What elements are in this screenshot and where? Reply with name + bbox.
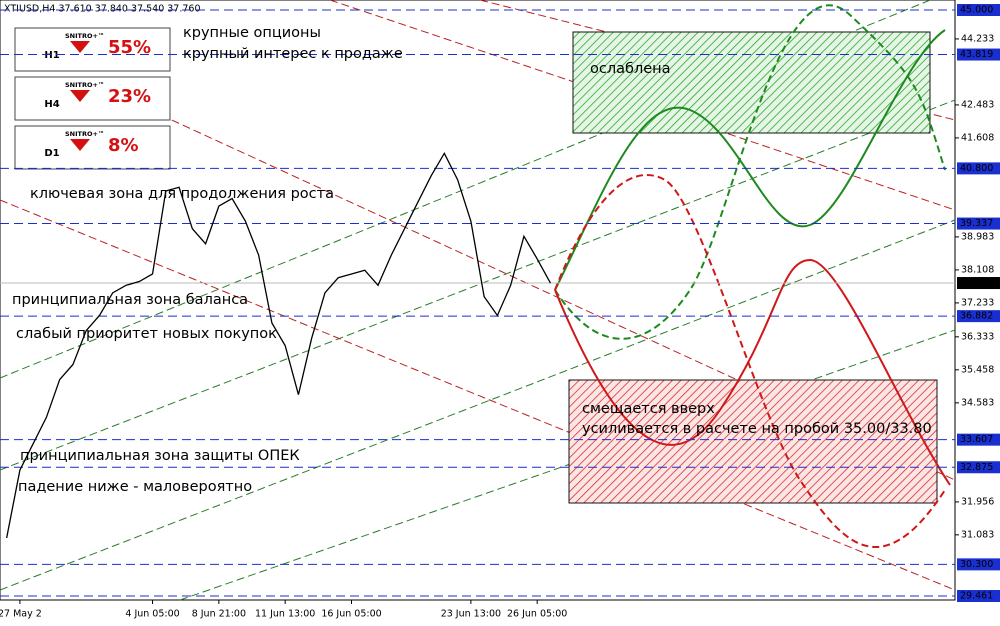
x-tick-label: 27 May 2: [0, 609, 42, 620]
level-label: 32.875: [960, 462, 993, 473]
signal-arrow: [70, 90, 90, 102]
annotation: ключевая зона для продолжения роста: [30, 186, 334, 202]
signal-brand: SNITRO+™: [65, 130, 104, 138]
level-box: [957, 310, 1000, 323]
annotation: принципиальная зона защиты ОПЕК: [20, 448, 300, 464]
level-box: [957, 433, 1000, 446]
x-tick-label: 26 Jun 05:00: [507, 609, 567, 620]
level-label: 29.461: [960, 591, 993, 602]
signal-timeframe: D1: [44, 148, 59, 159]
last-price-box: [957, 277, 1000, 290]
y-tick-label: 36.333: [961, 331, 994, 342]
signal-arrow: [70, 41, 90, 53]
y-tick-label: 37.233: [961, 297, 994, 308]
annotation: крупный интерес к продаже: [183, 46, 403, 62]
level-box: [957, 217, 1000, 230]
annotation: крупные опционы: [183, 25, 321, 41]
chart-title: XTIUSD,H4 37.610 37.840 37.540 37.760: [4, 4, 201, 15]
level-label: 39.337: [960, 218, 993, 229]
level-label: 36.882: [960, 311, 993, 322]
level-box: [957, 4, 1000, 16]
signal-value: 55%: [108, 37, 151, 58]
y-tick-label: 31.083: [961, 529, 994, 540]
annotation: принципиальная зона баланса: [12, 292, 248, 308]
level-box: [957, 48, 1000, 61]
x-tick-label: 11 Jun 13:00: [255, 609, 315, 620]
annotation: слабый приоритет новых покупок: [16, 326, 277, 342]
y-tick-label: 42.483: [961, 99, 994, 110]
level-box: [957, 558, 1000, 571]
x-tick-label: 8 Jun 21:00: [192, 609, 246, 620]
signal-value: 8%: [108, 135, 139, 156]
level-label: 30.300: [960, 559, 993, 570]
signal-brand: SNITRO+™: [65, 32, 104, 40]
level-label: 33.607: [960, 434, 993, 445]
annotation: смещается вверх: [582, 401, 715, 417]
level-label: 43.819: [960, 49, 993, 60]
level-label: 40.800: [960, 163, 993, 174]
signal-brand: SNITRO+™: [65, 81, 104, 89]
y-tick-label: 38.983: [961, 231, 994, 242]
level-label: 45.000: [960, 5, 993, 16]
annotation: ослаблена: [590, 61, 671, 77]
y-tick-label: 35.458: [961, 364, 994, 375]
y-tick-label: 34.583: [961, 397, 994, 408]
signal-arrow: [70, 139, 90, 151]
annotation: усиливается в расчете на пробой 35.00/33…: [582, 421, 932, 437]
y-tick-label: 38.108: [961, 264, 994, 275]
x-tick-label: 16 Jun 05:00: [321, 609, 381, 620]
y-tick-label: 41.608: [961, 132, 994, 143]
level-box: [957, 162, 1000, 175]
x-tick-label: 4 Jun 05:00: [125, 609, 179, 620]
signal-timeframe: H4: [44, 99, 59, 110]
last-price-label: 37.760: [960, 278, 993, 289]
level-box: [957, 461, 1000, 474]
price-line: [5, 151, 552, 539]
signal-panel: [14, 27, 171, 72]
support-zone: [568, 379, 938, 504]
y-tick-label: 44.233: [961, 33, 994, 44]
x-tick-label: 23 Jun 13:00: [441, 609, 501, 620]
level-box: [957, 590, 1000, 602]
signal-timeframe: H1: [44, 50, 59, 61]
resistance-zone: [572, 31, 931, 134]
scenarios: [554, 4, 951, 548]
signal-panel: [14, 76, 171, 121]
signal-value: 23%: [108, 86, 151, 107]
y-tick-label: 31.956: [961, 496, 994, 507]
signal-panel: [14, 125, 171, 170]
annotation: падение ниже - маловероятно: [18, 479, 252, 495]
